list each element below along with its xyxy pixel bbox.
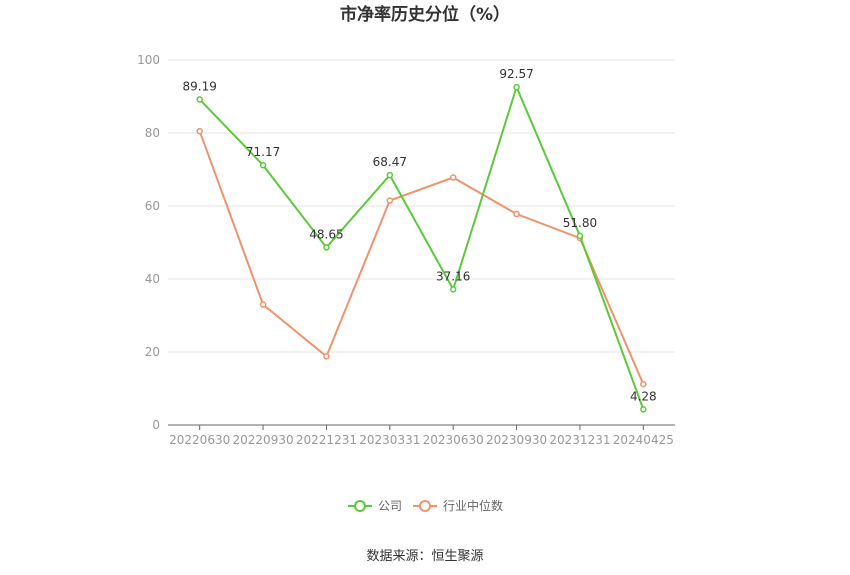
data-source: 数据来源：恒生聚源 <box>366 549 483 564</box>
x-tick-label: 20240425 <box>613 433 674 447</box>
x-tick-label: 20230331 <box>359 433 420 447</box>
x-axis: 20220630 20220930 20221231 20230331 20230630… <box>168 424 675 447</box>
data-point[interactable] <box>196 96 203 103</box>
legend-marker <box>419 500 431 512</box>
data-point[interactable] <box>259 301 267 308</box>
data-point[interactable] <box>513 83 520 91</box>
x-tick-label: 20221231 <box>296 433 357 447</box>
data-label: 68.47 <box>373 155 407 169</box>
y-tick-label: 40 <box>145 272 160 286</box>
x-tick-label: 20220630 <box>169 433 230 447</box>
data-point[interactable] <box>449 286 457 293</box>
data-point[interactable] <box>196 127 203 135</box>
y-tick-label: 0 <box>152 418 160 432</box>
grid <box>168 59 675 353</box>
legend-marker <box>354 500 366 512</box>
y-tick-label: 60 <box>145 199 160 213</box>
data-labels: 89.19 71.17 48.65 68.47 37.16 92.57 51.80 4.28 <box>183 67 657 403</box>
x-tick-label: 20220930 <box>233 433 294 447</box>
data-point[interactable] <box>323 353 330 360</box>
data-label: 71.17 <box>246 145 280 159</box>
data-label: 48.65 <box>309 227 343 241</box>
data-point[interactable] <box>640 380 647 388</box>
data-point[interactable] <box>449 174 457 181</box>
data-label: 89.19 <box>183 79 217 93</box>
x-tick-label: 20230630 <box>423 433 484 447</box>
legend-label[interactable]: 公司 <box>378 499 402 513</box>
data-point[interactable] <box>386 197 394 204</box>
legend-label[interactable]: 行业中位数 <box>443 498 503 513</box>
data-point[interactable] <box>640 406 647 413</box>
data-point[interactable] <box>576 232 584 240</box>
data-point[interactable] <box>513 210 520 218</box>
data-label: 4.28 <box>630 389 657 403</box>
legend[interactable]: 公司 行业中位数 <box>348 498 503 513</box>
y-tick-label: 20 <box>145 345 160 359</box>
series-layer <box>196 83 647 413</box>
data-label: 37.16 <box>436 269 470 283</box>
data-point[interactable] <box>323 244 330 251</box>
x-tick-label: 20231231 <box>549 433 610 447</box>
series-line-0 <box>198 84 645 410</box>
series-line-1 <box>198 130 645 385</box>
data-label: 51.80 <box>563 216 597 230</box>
data-point[interactable] <box>386 171 394 179</box>
y-axis: 0 20 40 60 80 100 <box>137 53 160 432</box>
chart-title: 市净率历史分位（%） <box>340 4 510 25</box>
x-tick-label: 20230930 <box>486 433 547 447</box>
y-tick-label: 80 <box>145 126 160 140</box>
data-label: 92.57 <box>499 67 533 81</box>
data-point[interactable] <box>259 161 267 169</box>
y-tick-label: 100 <box>137 53 160 67</box>
